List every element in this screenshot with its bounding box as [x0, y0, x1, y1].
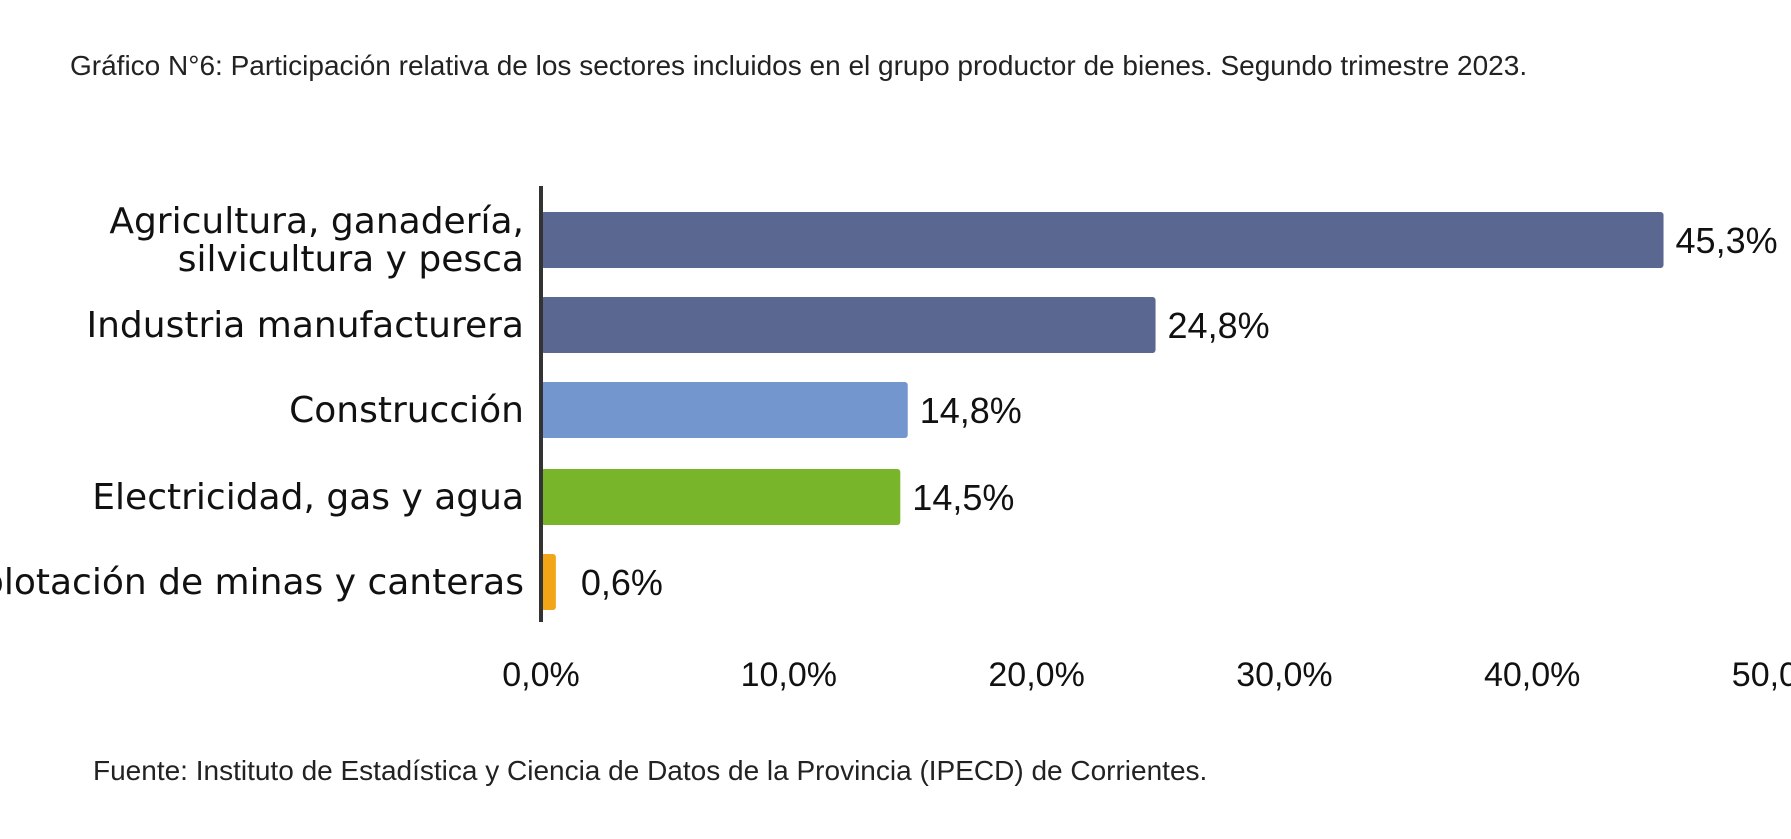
- value-label-5: 0,6%: [581, 562, 663, 603]
- x-tick-label-6: 50,0%: [1732, 656, 1791, 694]
- x-tick-label-4: 30,0%: [1236, 656, 1332, 694]
- value-label-1: 45,3%: [1676, 220, 1778, 261]
- chart-title: Gráfico N°6: Participación relativa de l…: [70, 50, 1528, 81]
- bar-3: [541, 382, 908, 438]
- category-label-1-line-2: silvicultura y pesca: [178, 239, 524, 280]
- bar-4: [541, 469, 901, 525]
- category-label-3: Construcción: [289, 390, 524, 431]
- x-tick-label-3: 20,0%: [988, 656, 1084, 694]
- value-label-3: 14,8%: [920, 390, 1022, 431]
- category-label-2: Industria manufacturera: [86, 305, 524, 346]
- bar-5: [541, 554, 556, 610]
- category-label-4: Electricidad, gas y agua: [92, 477, 524, 518]
- chart-source: Fuente: Instituto de Estadística y Cienc…: [93, 755, 1208, 786]
- x-tick-label-1: 0,0%: [502, 656, 580, 694]
- category-label-1-line-1: Agricultura, ganadería,: [109, 201, 524, 242]
- bar-2: [541, 297, 1156, 353]
- x-tick-label-5: 40,0%: [1484, 656, 1580, 694]
- category-label-5: Explotación de minas y canteras: [0, 562, 524, 603]
- bar-chart: 45,3% Agricultura, ganadería,silvicultura…: [0, 186, 1791, 694]
- bar-1: [541, 212, 1664, 268]
- value-label-4: 14,5%: [912, 477, 1014, 518]
- value-label-2: 24,8%: [1168, 305, 1270, 346]
- x-tick-label-2: 10,0%: [741, 656, 837, 694]
